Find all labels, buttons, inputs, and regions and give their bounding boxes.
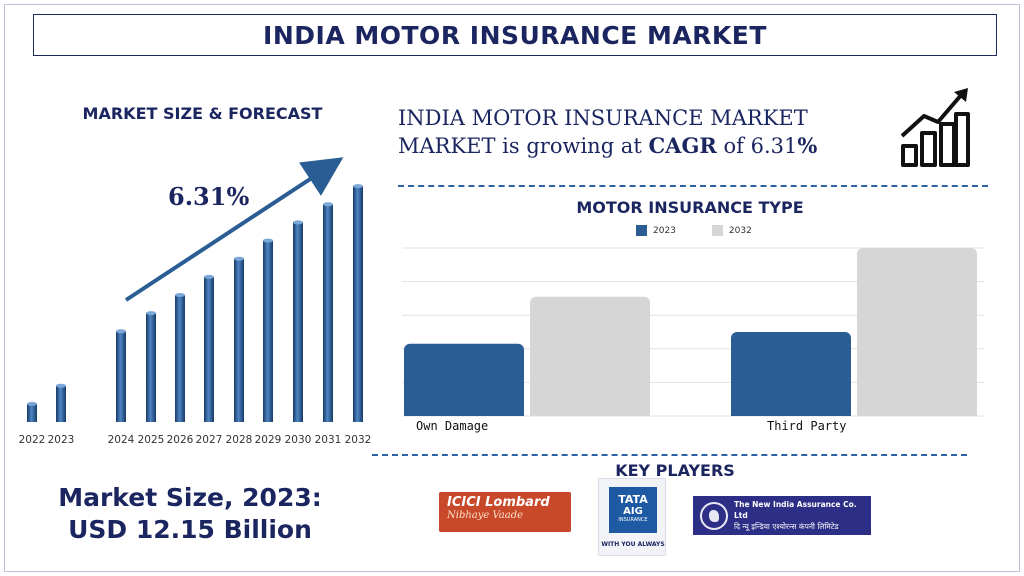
forecast-bar bbox=[353, 184, 363, 422]
forecast-bar-body bbox=[204, 276, 214, 422]
forecast-bar bbox=[27, 401, 37, 422]
forecast-bar-body bbox=[263, 240, 273, 422]
forecast-bar-cap bbox=[293, 220, 303, 225]
forecast-bar-body bbox=[323, 204, 333, 422]
new-india-assurance-logo: The New India Assurance Co. Ltd दि न्यू … bbox=[693, 496, 871, 535]
tata-aig-box: TATA AIG INSURANCE bbox=[609, 487, 657, 533]
type-bar-base bbox=[404, 410, 524, 416]
type-bar-base bbox=[530, 410, 650, 416]
forecast-bar-cap bbox=[146, 311, 156, 316]
nia-logo-line1: The New India Assurance Co. Ltd bbox=[734, 500, 857, 520]
forecast-tick-label: 2030 bbox=[285, 434, 312, 446]
market-size-line1: Market Size, 2023: bbox=[58, 483, 322, 512]
forecast-bar-body bbox=[175, 295, 185, 422]
type-bar-2023 bbox=[404, 343, 524, 416]
forecast-bar-body bbox=[353, 186, 363, 422]
market-size-line2: USD 12.15 Billion bbox=[68, 515, 312, 544]
tata-logo-tagline: WITH YOU ALWAYS bbox=[601, 541, 665, 548]
forecast-bar-body bbox=[56, 385, 66, 422]
icici-logo-tagline: Nibhaye Vaade bbox=[447, 510, 524, 521]
forecast-bar bbox=[323, 202, 333, 422]
forecast-bar-cap bbox=[56, 383, 66, 388]
india-map-emblem-icon bbox=[700, 501, 728, 530]
market-text-cagr: CAGR bbox=[648, 133, 717, 158]
forecast-bar-body bbox=[146, 313, 156, 422]
divider-top bbox=[398, 185, 988, 187]
growth-arrow bbox=[124, 157, 344, 302]
type-bar-2032 bbox=[530, 296, 650, 416]
forecast-bar-cap bbox=[27, 401, 37, 406]
nia-logo-line2: दि न्यू इन्डिया एश्योरन्स कंपनी लिमिटेड bbox=[734, 522, 839, 531]
tata-logo-line3: INSURANCE bbox=[618, 517, 648, 523]
category-label-own-damage: Own Damage bbox=[416, 419, 489, 433]
market-text-line2: MARKET is growing at CAGR of 6.31% bbox=[398, 132, 817, 160]
type-bar-base bbox=[731, 410, 851, 416]
forecast-heading: MARKET SIZE & FORECAST bbox=[82, 104, 323, 123]
forecast-tick-label: 2024 bbox=[108, 434, 135, 446]
forecast-bar bbox=[146, 311, 156, 422]
page-title: INDIA MOTOR INSURANCE MARKET bbox=[263, 20, 767, 50]
forecast-bar bbox=[263, 238, 273, 422]
category-label-third-party: Third Party bbox=[767, 419, 847, 433]
forecast-tick-label: 2029 bbox=[255, 434, 282, 446]
forecast-bar bbox=[234, 256, 244, 422]
title-box: INDIA MOTOR INSURANCE MARKET bbox=[33, 14, 997, 56]
forecast-tick-label: 2028 bbox=[226, 434, 253, 446]
forecast-tick-label: 2032 bbox=[345, 434, 372, 446]
type-legend: 2023 2032 bbox=[636, 225, 752, 236]
market-text-mid: of 6.31 bbox=[716, 134, 798, 158]
icici-logo-name: ICICI Lombard bbox=[447, 495, 550, 510]
forecast-bar-cap bbox=[353, 184, 363, 189]
forecast-bar-cap bbox=[116, 329, 126, 334]
market-text-pct: % bbox=[797, 133, 818, 158]
type-bar-base bbox=[857, 410, 977, 416]
type-bar-2032 bbox=[857, 248, 977, 416]
forecast-chart: 2022 2023 2024 2025 2026 2027 2028 2029 2030 2031… bbox=[19, 157, 372, 446]
type-heading: MOTOR INSURANCE TYPE bbox=[576, 198, 804, 217]
legend-swatch-2023 bbox=[636, 225, 647, 236]
cagr-annotation: 6.31% bbox=[168, 182, 250, 211]
forecast-tick-label: 2026 bbox=[167, 434, 194, 446]
market-size-text: Market Size, 2023: USD 12.15 Billion bbox=[30, 482, 350, 546]
type-bar-2023 bbox=[731, 332, 851, 416]
growth-chart-icon bbox=[900, 88, 970, 167]
forecast-bar-cap bbox=[263, 238, 273, 243]
market-growth-text: INDIA MOTOR INSURANCE MARKET MARKET is g… bbox=[398, 104, 817, 160]
forecast-bar bbox=[116, 329, 126, 422]
legend-swatch-2032 bbox=[711, 225, 723, 236]
forecast-bar bbox=[175, 293, 185, 422]
tata-logo-line1: TATA bbox=[618, 493, 648, 506]
forecast-tick-label: 2022 bbox=[19, 434, 46, 446]
market-text-line1: INDIA MOTOR INSURANCE MARKET bbox=[398, 106, 808, 130]
legend-label-2032: 2032 bbox=[728, 225, 752, 236]
tata-aig-logo: TATA AIG INSURANCE WITH YOU ALWAYS bbox=[598, 478, 666, 556]
forecast-bar-body bbox=[234, 258, 244, 422]
forecast-bar-body bbox=[293, 222, 303, 422]
page-frame bbox=[4, 4, 1020, 572]
forecast-tick-label: 2025 bbox=[138, 434, 165, 446]
tata-logo-line2: AIG bbox=[623, 506, 643, 517]
forecast-bar-body bbox=[116, 331, 126, 422]
forecast-bar bbox=[293, 220, 303, 422]
forecast-bar-cap bbox=[204, 274, 214, 279]
forecast-bar bbox=[204, 274, 214, 422]
key-players-heading: KEY PLAYERS bbox=[615, 461, 735, 480]
forecast-tick-label: 2023 bbox=[48, 434, 75, 446]
market-text-prefix: MARKET is growing at bbox=[398, 134, 649, 158]
forecast-tick-label: 2027 bbox=[196, 434, 223, 446]
forecast-bar-cap bbox=[175, 293, 185, 297]
divider-bottom bbox=[372, 454, 967, 456]
icici-lombard-logo: ICICI Lombard Nibhaye Vaade bbox=[439, 492, 571, 532]
forecast-bar-cap bbox=[234, 256, 244, 261]
forecast-bar-cap bbox=[323, 202, 333, 207]
forecast-tick-label: 2031 bbox=[315, 434, 342, 446]
forecast-bar bbox=[56, 383, 66, 422]
forecast-bar-body bbox=[27, 403, 37, 422]
type-chart bbox=[402, 247, 984, 417]
legend-label-2023: 2023 bbox=[653, 225, 676, 236]
